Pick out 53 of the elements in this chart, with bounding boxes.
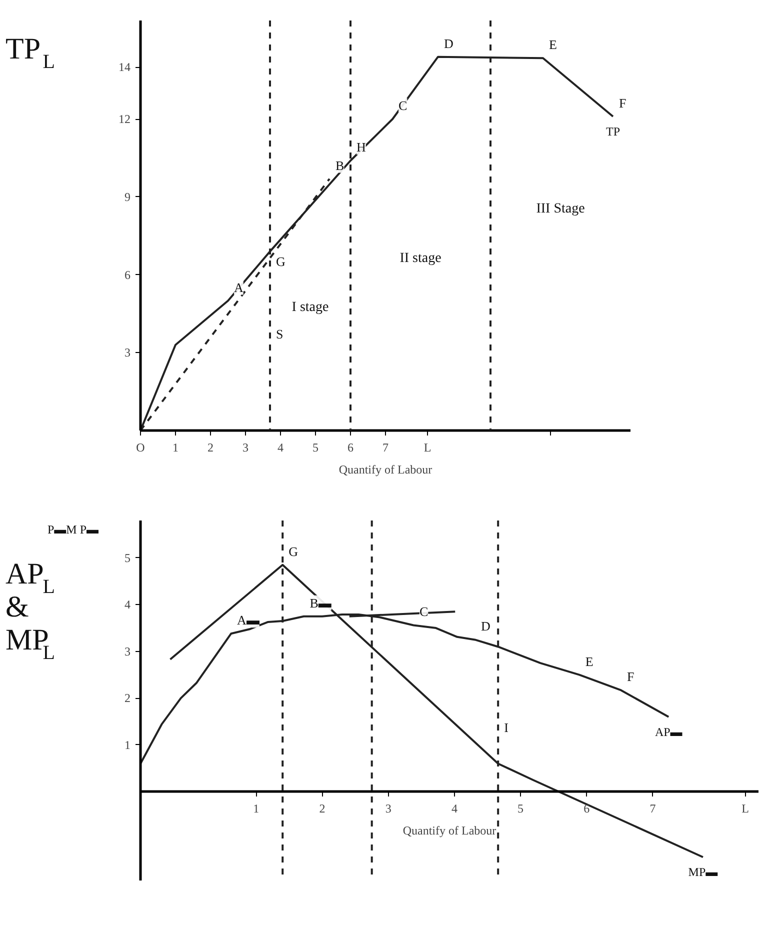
annotation: G [288,544,298,559]
annotation: E [585,654,594,669]
y-tick-label: 3 [124,644,130,658]
series-label: TP [606,124,620,139]
x-tick-label: 2 [208,440,214,454]
x-tick-label: 6 [584,802,590,816]
x-tick-label: 7 [650,802,656,816]
x-tick-label: 5 [312,440,318,454]
annotation: S [276,326,284,342]
x-tick-label: 3 [242,440,248,454]
series-label: MP▬ [688,865,718,880]
y-tick-label: 6 [124,268,130,282]
x-tick-label: 5 [518,802,524,816]
x-tick-label: 4 [451,802,458,816]
y-tick-label: 14 [118,60,130,74]
annotation: B [336,158,344,173]
annotation: H [356,140,366,155]
x-tick-label: 4 [278,440,284,454]
x-tick-label: 3 [385,802,392,816]
x-tick-label: 6 [348,440,354,454]
y-tick-label: 2 [124,691,130,706]
annotation: I stage [292,300,329,315]
y-tick-label: 1 [124,738,130,752]
annotation: D [480,618,490,634]
annotation: C [398,98,408,114]
annotation: A [234,280,244,295]
annotation: G [276,254,286,269]
annotation: F [619,96,626,111]
annotation: E [549,37,557,52]
annotation: I [504,720,508,736]
x-tick-label: 7 [382,440,388,454]
x-tick-label: L [424,440,432,454]
y-tick-label: 5 [124,550,130,565]
annotation: B▬ [310,595,332,610]
annotation: III Stage [536,202,585,217]
x-tick-label: 1 [253,802,260,816]
y-tick-label: 9 [124,190,130,204]
annotation: D [444,36,454,51]
series-label: AP▬ [654,724,682,739]
x-axis-title: Quantify of Labour [338,462,432,476]
annotation: F [627,669,634,684]
x-tick-label: L [742,802,749,816]
annotation: A▬ [237,612,260,628]
x-tick-label: O [136,440,146,454]
annotation: C [419,604,428,620]
x-tick-label: 2 [319,802,326,816]
y-tick-label: 3 [124,346,130,360]
x-tick-label: 1 [172,440,178,454]
x-axis-title: Quantify of Labour [402,824,496,838]
annotation: II stage [400,250,442,266]
y-tick-label: 12 [118,112,130,126]
y-tick-label: 4 [124,598,130,612]
chart-title: P▬M P▬ [47,522,99,536]
